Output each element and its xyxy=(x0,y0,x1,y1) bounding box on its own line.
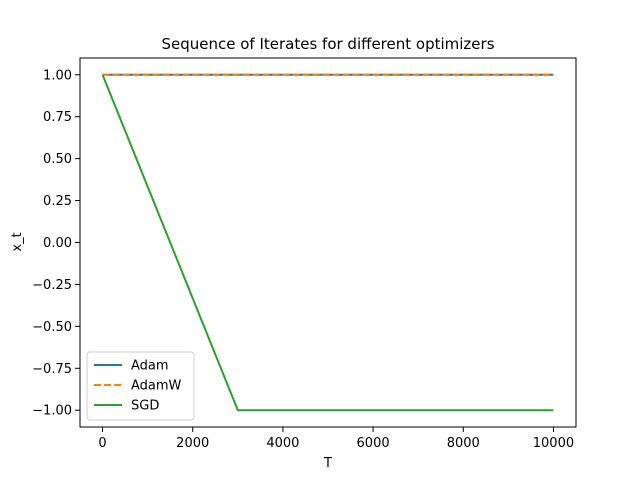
legend-label-sgd: SGD xyxy=(131,399,159,414)
legend-label-adamw: AdamW xyxy=(131,379,182,394)
legend-label-adam: Adam xyxy=(131,359,169,374)
legend-box xyxy=(86,351,195,421)
y-tick-label: 0.25 xyxy=(43,194,72,209)
y-tick-label: 0.50 xyxy=(43,152,72,167)
y-tick-label: −0.25 xyxy=(32,278,72,293)
x-tick-label: 0 xyxy=(98,436,106,451)
x-tick-label: 4000 xyxy=(266,436,299,451)
x-tick-label: 6000 xyxy=(357,436,390,451)
x-tick-label: 10000 xyxy=(533,436,574,451)
y-tick-label: 0.00 xyxy=(43,236,72,251)
y-axis-label: x_t xyxy=(10,232,25,251)
x-tick-label: 2000 xyxy=(176,436,209,451)
y-tick-label: 1.00 xyxy=(43,68,72,83)
plot-area: 0 2000 4000 6000 8000 10000 −1.00 −0.75 −0.50 −0.… xyxy=(32,57,577,451)
x-axis-label: T xyxy=(323,456,332,471)
y-tick-label: −1.00 xyxy=(32,404,72,419)
legend: Adam AdamW SGD xyxy=(86,351,195,421)
y-tick-label: 0.75 xyxy=(43,110,72,125)
x-tick-label: 8000 xyxy=(447,436,480,451)
y-tick-label: −0.75 xyxy=(32,362,72,377)
y-tick-label: −0.50 xyxy=(32,320,72,335)
chart-title: Sequence of Iterates for different optim… xyxy=(161,35,494,53)
series-line-sgd xyxy=(101,74,554,412)
